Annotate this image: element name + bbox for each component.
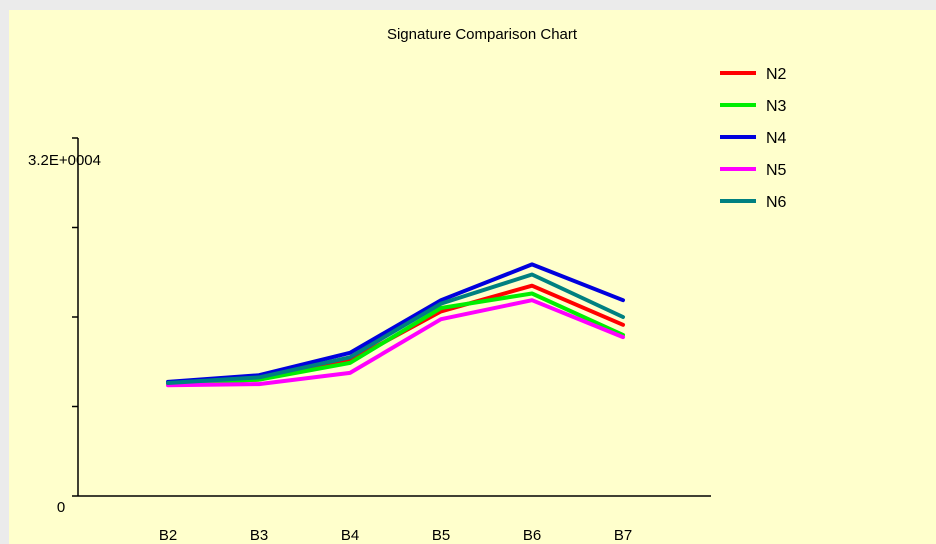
x-tick-label-b7: B7 xyxy=(614,527,632,544)
x-tick-label-b5: B5 xyxy=(432,527,450,544)
y-tick-label-min: 0 xyxy=(57,499,65,516)
x-tick-label-b4: B4 xyxy=(341,527,359,544)
series-lines xyxy=(166,262,625,388)
series-line-n6 xyxy=(166,272,625,385)
series-line-n4 xyxy=(166,262,625,384)
legend-label-n3: N3 xyxy=(766,98,787,115)
legend-item-n3: N3 xyxy=(720,98,787,115)
legend-label-n5: N5 xyxy=(766,162,787,179)
x-tick-label-b2: B2 xyxy=(159,527,177,544)
legend-item-n2: N2 xyxy=(720,66,787,83)
legend-label-n6: N6 xyxy=(766,194,787,211)
series-line-n5 xyxy=(166,298,625,388)
legend-item-n5: N5 xyxy=(720,162,787,179)
x-tick-label-b3: B3 xyxy=(250,527,268,544)
legend-label-n4: N4 xyxy=(766,130,787,147)
y-ticks xyxy=(72,137,78,497)
y-tick-label-max: 3.2E+0004 xyxy=(28,152,101,169)
axes xyxy=(77,138,711,497)
chart-title: Signature Comparison Chart xyxy=(387,26,578,43)
chart-panel: Signature Comparison Chart 3.2E+0004 0 B… xyxy=(9,10,936,544)
legend-label-n2: N2 xyxy=(766,66,787,83)
x-tick-label-b6: B6 xyxy=(523,527,541,544)
line-chart: Signature Comparison Chart 3.2E+0004 0 B… xyxy=(28,26,787,544)
legend-item-n6: N6 xyxy=(720,194,787,211)
series-line-n3 xyxy=(166,291,625,387)
x-tick-labels: B2 B3 B4 B5 B6 B7 xyxy=(159,527,632,544)
legend-item-n4: N4 xyxy=(720,130,787,147)
legend: N2 N3 N4 N5 N6 xyxy=(720,66,787,211)
